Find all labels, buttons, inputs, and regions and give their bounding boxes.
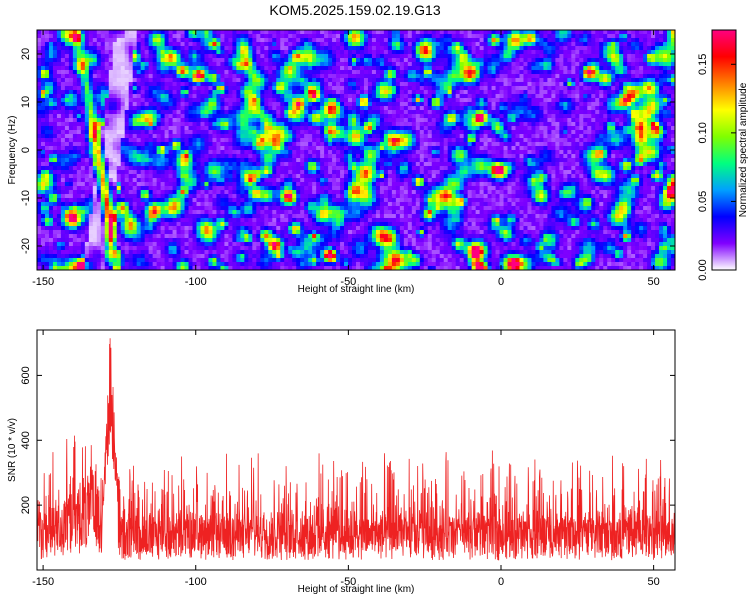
y-tick-label: 600 — [20, 366, 32, 384]
y-tick-label: 20 — [20, 48, 32, 60]
snr-x-ticks: -150 -100 -50 0 50 — [32, 330, 660, 588]
snr-y-ticks: 200 400 600 — [20, 366, 675, 514]
x-tick-label: -150 — [32, 576, 54, 588]
snr-x-label: Height of straight line (km) — [298, 584, 415, 595]
spectrogram-heatmap — [37, 30, 676, 271]
colorbar-ticks: 0.00 0.05 0.10 0.15 — [697, 54, 736, 281]
snr-y-label: SNR (10 * v/v) — [7, 418, 18, 482]
y-tick-label: 10 — [20, 96, 32, 108]
y-tick-label: -10 — [20, 190, 32, 206]
colorbar-tick-label: 0.00 — [697, 259, 709, 280]
x-tick-label: 50 — [648, 276, 660, 288]
snr-panel: -150 -100 -50 0 50 200 400 600 Height of strai… — [7, 329, 676, 595]
colorbar-gradient — [712, 30, 736, 270]
snr-series-line — [36, 338, 676, 561]
spectrogram-y-label: Frequency (Hz) — [7, 116, 18, 185]
y-tick-label: 200 — [20, 496, 32, 514]
x-tick-label: 0 — [498, 276, 504, 288]
x-tick-label: -50 — [340, 576, 356, 588]
x-tick-label: -150 — [32, 276, 54, 288]
spectrogram-x-ticks: -150 -100 -50 0 50 — [32, 30, 660, 288]
y-tick-label: 0 — [20, 147, 32, 153]
snr-frame — [36, 329, 676, 571]
x-tick-label: -100 — [185, 276, 207, 288]
figure-title: KOM5.2025.159.02.19.G13 — [269, 2, 440, 18]
x-tick-label: 50 — [648, 576, 660, 588]
x-tick-label: -100 — [185, 576, 207, 588]
x-tick-label: -50 — [340, 276, 356, 288]
colorbar-tick-label: 0.05 — [697, 191, 709, 212]
y-tick-label: -20 — [20, 238, 32, 254]
colorbar-label: Normalized spectral amplitude — [738, 82, 749, 217]
colorbar-tick-label: 0.15 — [697, 54, 709, 75]
spectrogram-y-ticks: -20 -10 0 10 20 — [20, 48, 675, 254]
colorbar: 0.00 0.05 0.10 0.15 Normalized spectral amp… — [697, 29, 749, 281]
snr-line-layer — [36, 338, 676, 561]
x-tick-label: 0 — [498, 576, 504, 588]
colorbar-frame — [711, 29, 737, 271]
colorbar-tick-label: 0.10 — [697, 122, 709, 143]
spectrogram-x-label: Height of straight line (km) — [298, 284, 415, 295]
y-tick-label: 400 — [20, 431, 32, 449]
